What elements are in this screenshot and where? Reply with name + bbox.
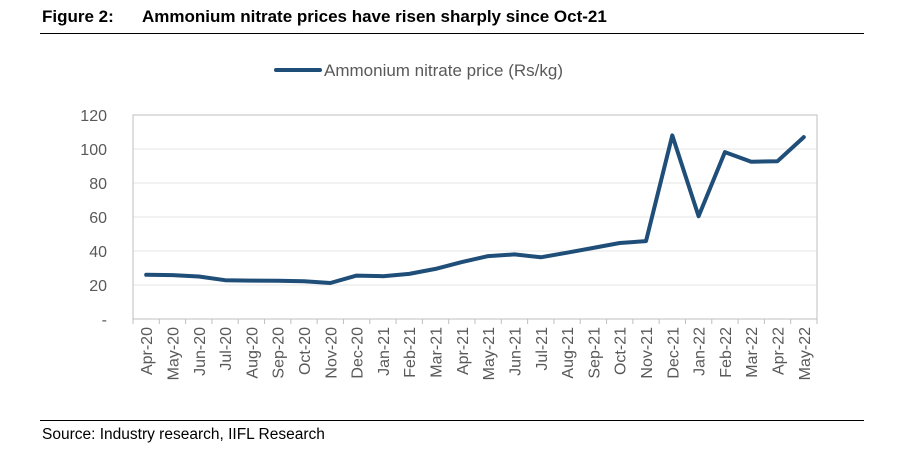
x-tick-label: Oct-21 [613,327,630,375]
legend-label: Ammonium nitrate price (Rs/kg) [324,61,563,80]
x-axis: Apr-20 May-20 Jun-20 Jul-20 Aug-20 Sep-20 Oct-… [132,319,818,380]
y-tick-label: 100 [80,142,107,159]
figure-title: Figure 2: Ammonium nitrate prices have ri… [42,7,607,27]
x-tick-label: Apr-21 [455,327,472,375]
x-tick-label: Sep-20 [271,327,288,379]
plot-area [132,114,818,320]
plot-frame [132,114,818,320]
x-tick-label: Dec-20 [350,327,367,379]
x-tick-label: Nov-21 [639,327,656,379]
x-tick-label: Oct-20 [297,327,314,375]
y-tick-label: 120 [80,108,107,125]
x-tick-label: May-22 [797,327,814,380]
figure-title-text: Ammonium nitrate prices have risen sharp… [142,7,607,26]
bottom-rule [40,420,864,421]
y-tick-label: 80 [89,176,107,193]
x-tick-label: May-20 [165,327,182,380]
x-tick-label: Aug-21 [560,327,577,379]
x-tick-label: Mar-21 [429,327,446,378]
x-tick-label: Jul-21 [534,327,551,371]
x-tick-label: May-21 [481,327,498,380]
y-axis: - 20 40 60 80 100 120 [80,108,107,329]
x-tick-label: Jan-21 [376,327,393,376]
x-tick-label: Dec-21 [665,327,682,379]
x-tick-label: Feb-21 [402,327,419,378]
x-tick-label: Jul-20 [218,327,235,371]
x-tick-label: Apr-20 [139,327,156,375]
x-tick-label: Jun-20 [192,327,209,376]
source-note: Source: Industry research, IIFL Research [42,426,325,443]
x-tick-label: Jun-21 [507,327,524,376]
y-tick-label: - [102,312,107,329]
y-tick-label: 40 [89,244,107,261]
x-tick-label: Aug-20 [244,327,261,379]
x-tick-label: Feb-22 [718,327,735,378]
top-rule [40,33,864,34]
x-tick-label: Sep-21 [586,327,603,379]
x-tick-label: Jan-22 [692,327,709,376]
figure-label: Figure 2: [42,7,114,26]
legend: Ammonium nitrate price (Rs/kg) [274,61,563,80]
x-tick-label: Mar-22 [744,327,761,378]
y-tick-label: 20 [89,278,107,295]
series-line [144,133,806,285]
x-tick-label: Nov-20 [323,327,340,379]
y-tick-label: 60 [89,210,107,227]
x-tick-label: Apr-22 [771,327,788,375]
